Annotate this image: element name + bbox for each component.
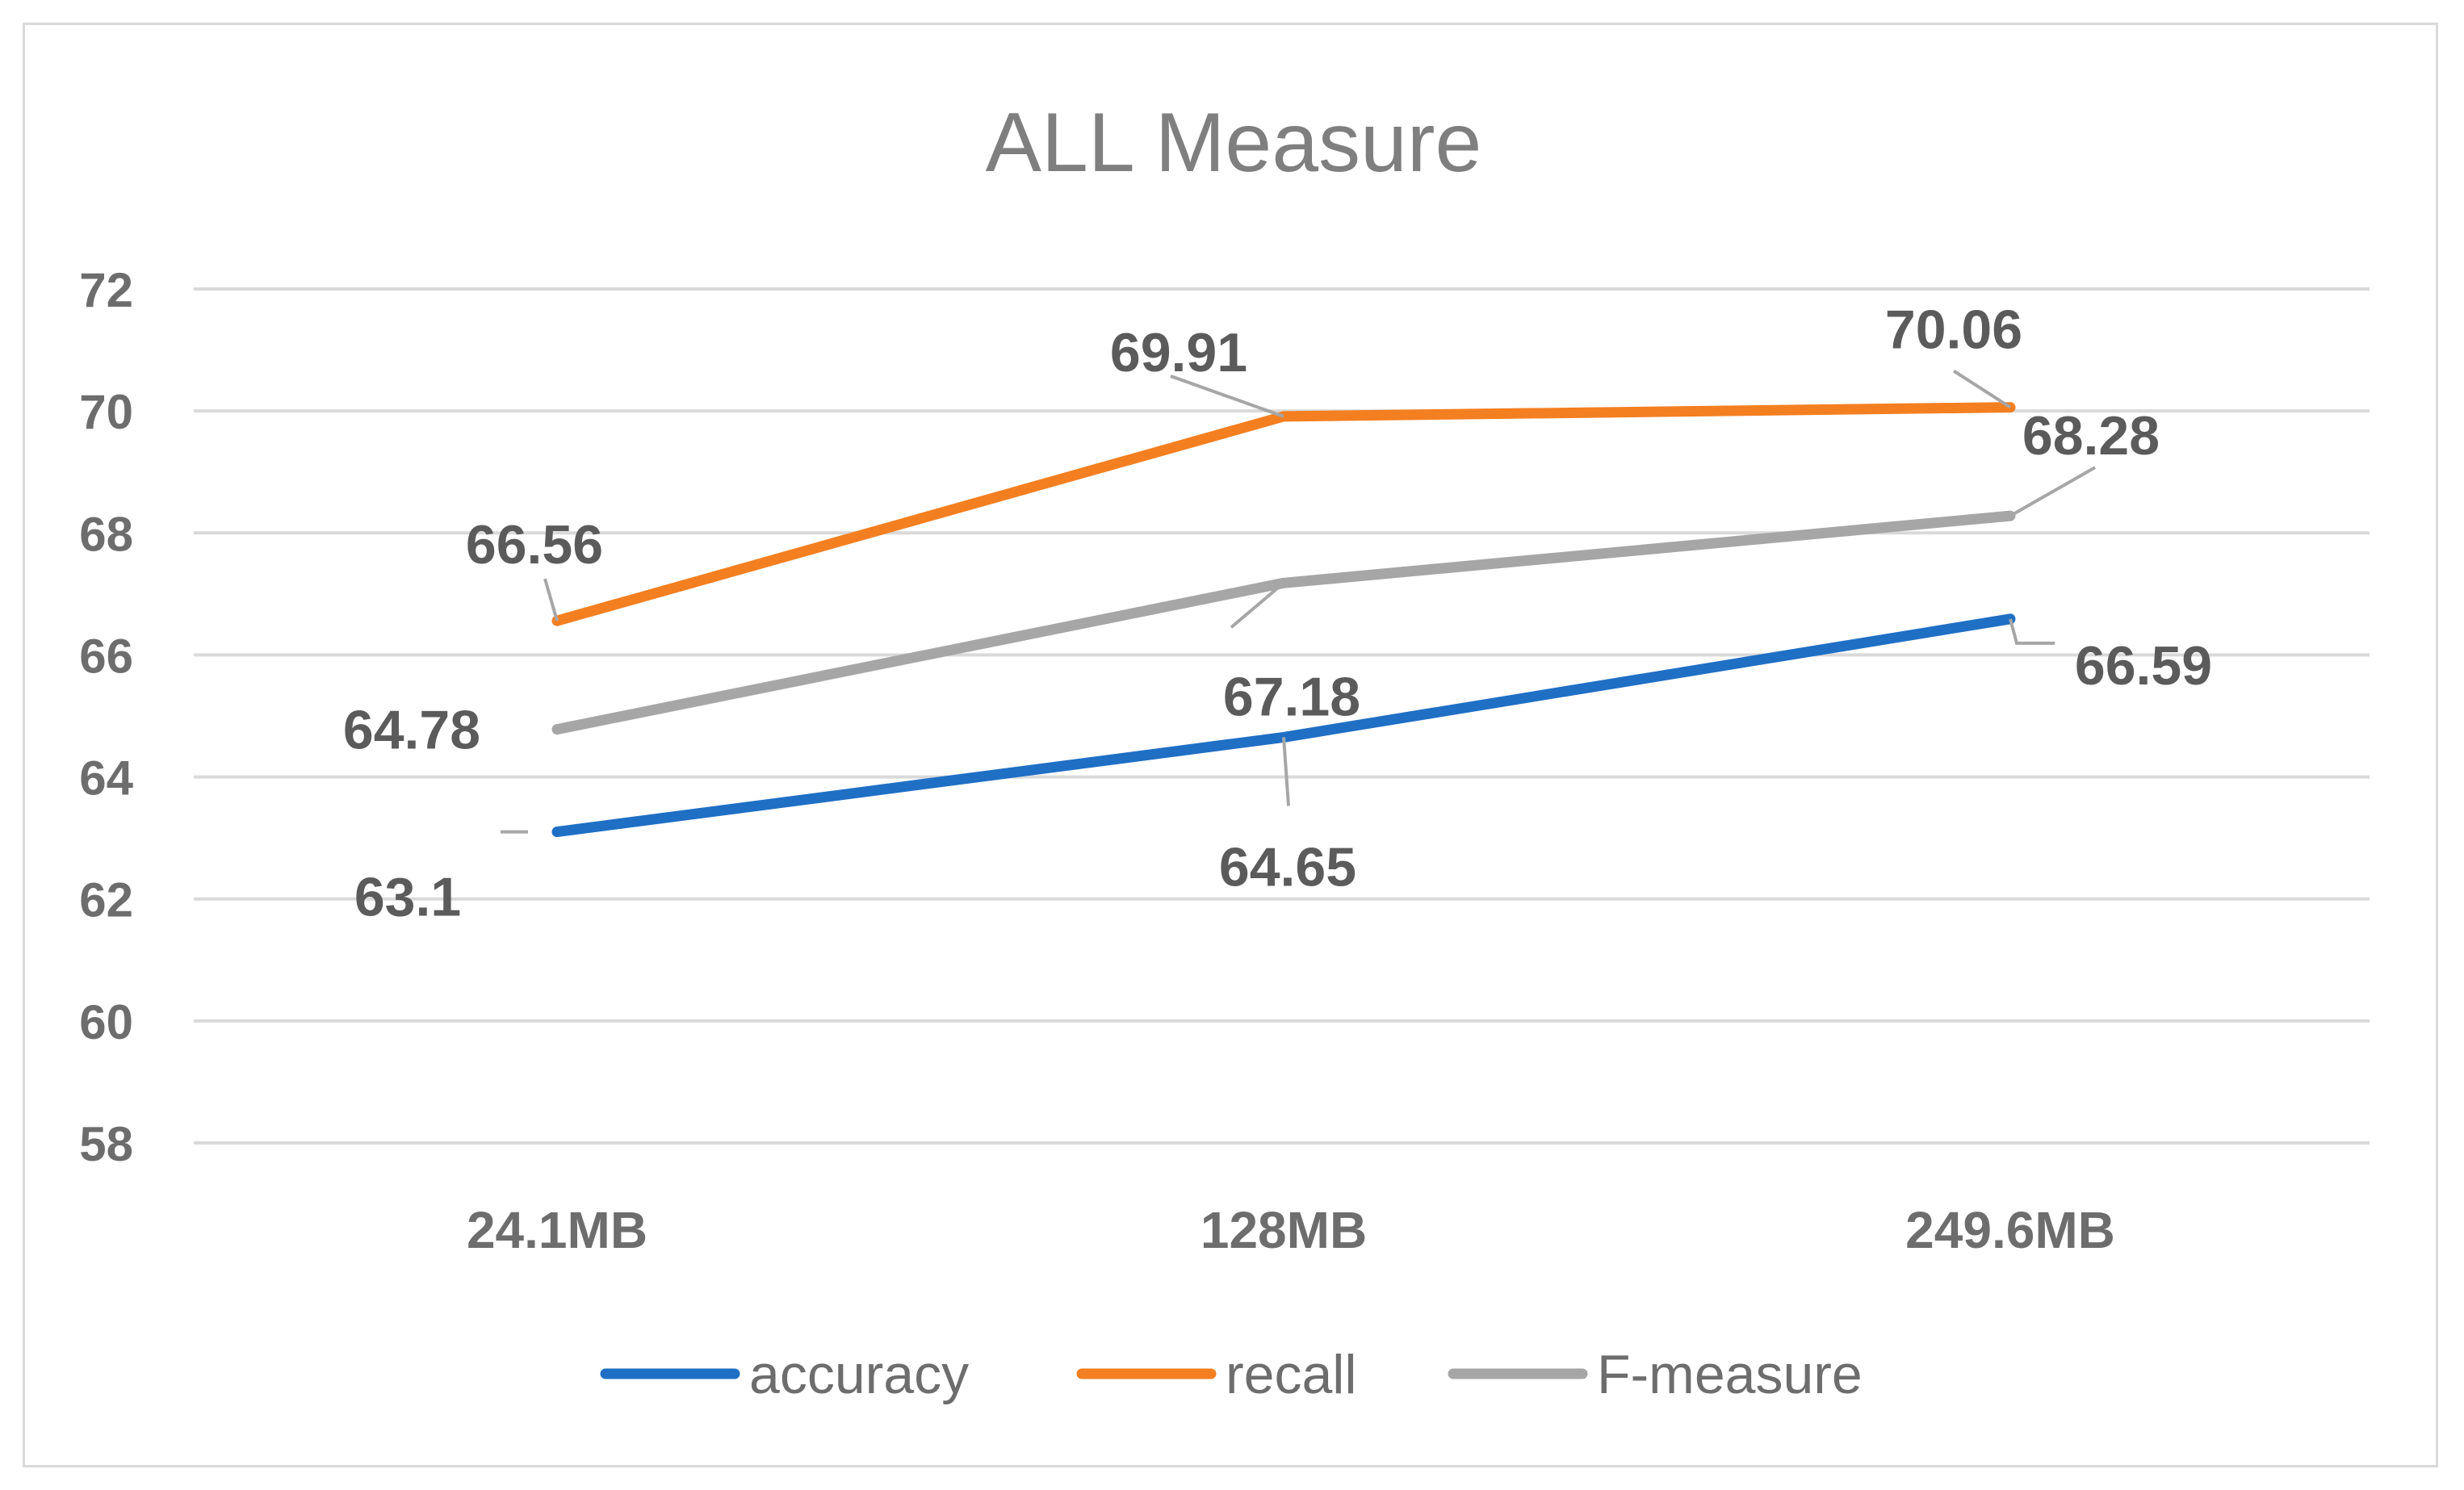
data-labels: 63.1 64.65 66.59 66.56 69.91 70.06 64.78 67.18 6…: [343, 299, 2212, 928]
data-label-f-measure: 67.18: [1223, 666, 1360, 727]
y-tick-label: 70: [79, 385, 133, 439]
y-tick-label: 62: [79, 873, 133, 927]
legend-label-recall: recall: [1226, 1344, 1357, 1405]
x-tick-label: 128MB: [1201, 1201, 1367, 1259]
series-line-recall: [551, 402, 2016, 626]
data-label-recall: 70.06: [1885, 299, 2022, 361]
x-axis-ticks: 24.1MB 128MB 249.6MB: [467, 1201, 2115, 1259]
data-label-recall: 66.56: [466, 514, 603, 575]
series-lines: [551, 402, 2016, 838]
y-tick-label: 64: [79, 751, 133, 806]
series-line-accuracy: [551, 613, 2016, 838]
data-label-accuracy: 63.1: [354, 867, 461, 928]
label-leader-line: [1952, 369, 2012, 409]
chart-title: ALL Measure: [986, 96, 1482, 190]
y-tick-label: 68: [79, 507, 133, 561]
label-leader-line: [1170, 375, 1284, 418]
label-leader-line: [2009, 466, 2096, 517]
data-label-accuracy: 64.65: [1219, 836, 1356, 898]
y-tick-label: 58: [79, 1117, 133, 1171]
data-label-f-measure: 64.78: [343, 700, 480, 761]
data-label-accuracy: 66.59: [2075, 635, 2212, 697]
y-axis-ticks: 58 60 62 64 66 68 70 72: [79, 263, 133, 1171]
y-tick-label: 60: [79, 995, 133, 1049]
data-label-f-measure: 68.28: [2022, 405, 2160, 467]
x-tick-label: 249.6MB: [1905, 1201, 2115, 1259]
label-leader-line: [1230, 581, 1285, 629]
x-tick-label: 24.1MB: [467, 1201, 647, 1259]
legend-label-f-measure: F-measure: [1597, 1344, 1863, 1405]
y-tick-label: 66: [79, 629, 133, 683]
label-leader-line: [2009, 618, 2055, 645]
label-leader-lines: [501, 369, 2096, 834]
legend-label-accuracy: accuracy: [749, 1344, 969, 1405]
data-label-recall: 69.91: [1110, 322, 1247, 383]
label-leader-line: [543, 578, 559, 622]
legend: accuracy recall F-measure: [600, 1344, 1863, 1405]
y-tick-label: 72: [79, 263, 133, 317]
label-leader-line: [1282, 737, 1290, 806]
